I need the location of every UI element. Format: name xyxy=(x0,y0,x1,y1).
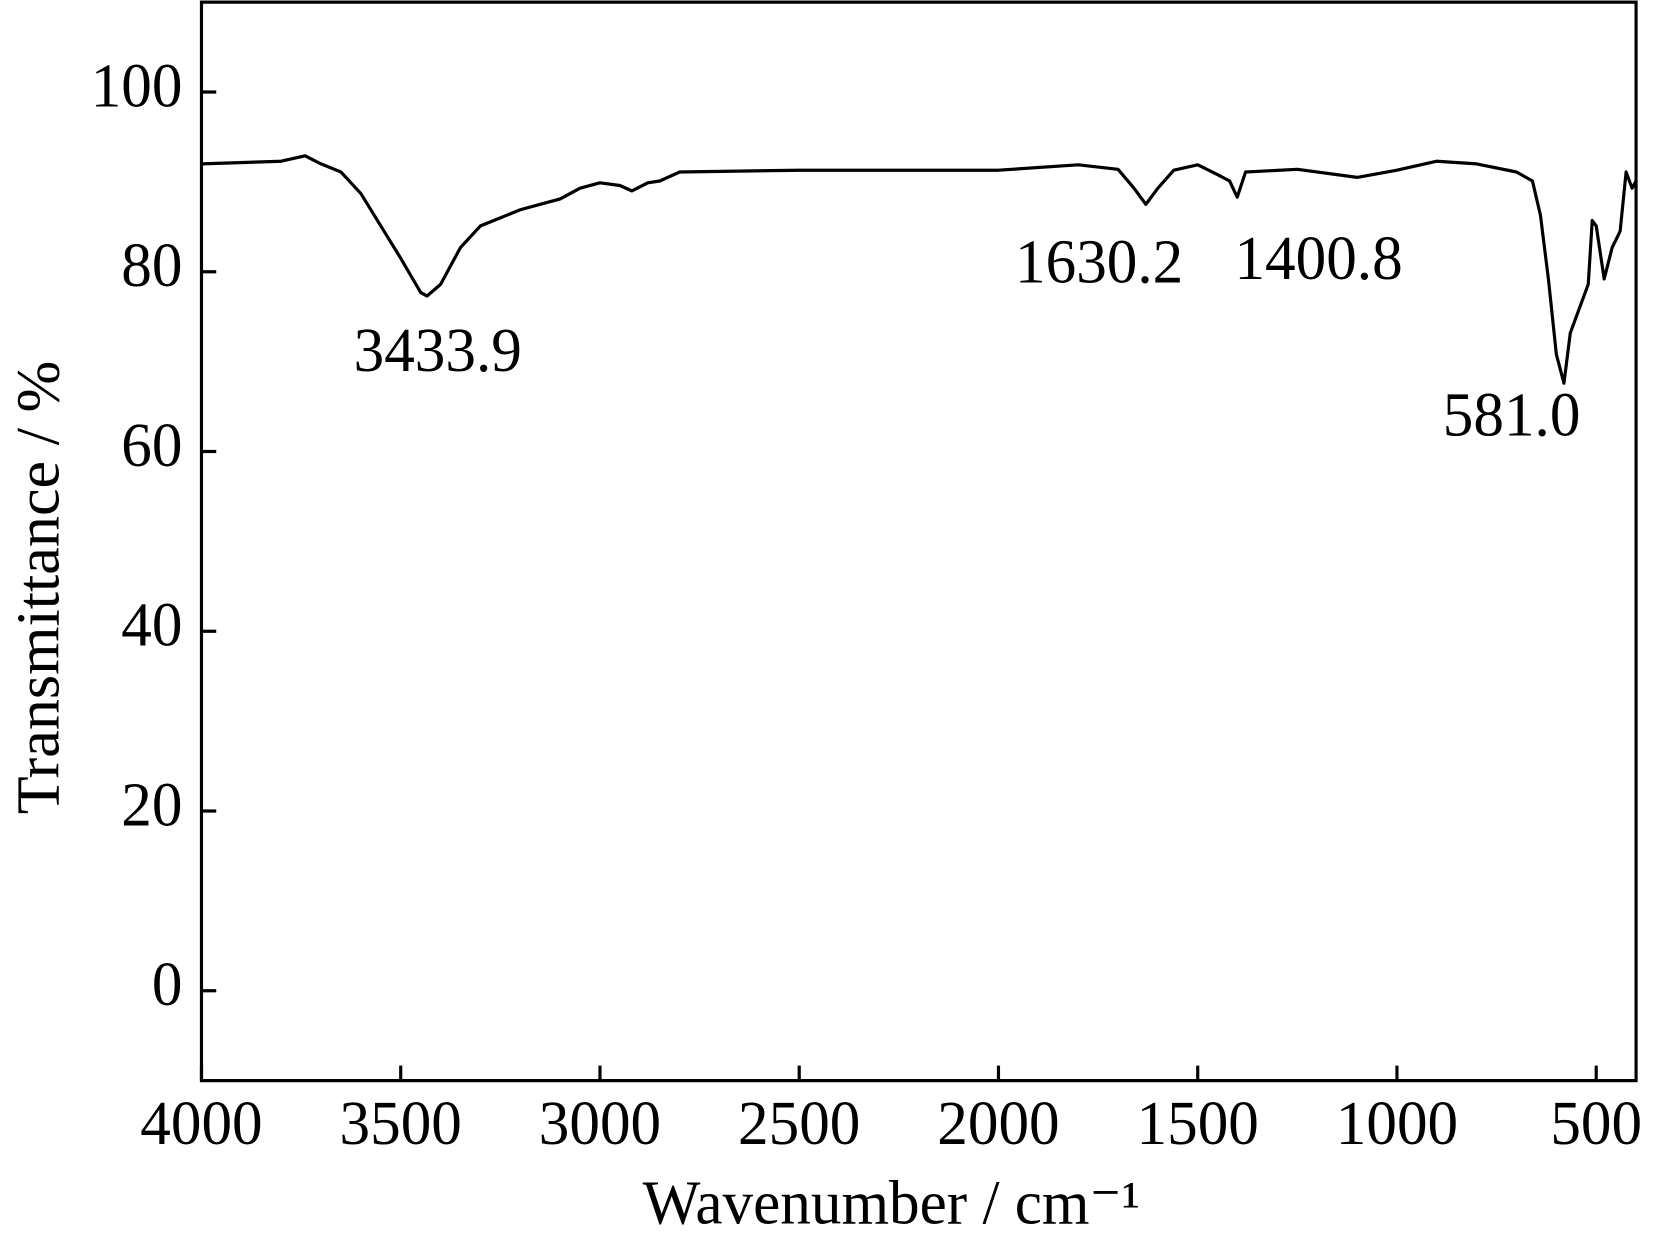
peak-label: 581.0 xyxy=(1443,381,1581,450)
x-tick-label: 500 xyxy=(1550,1090,1642,1159)
plot-frame xyxy=(199,0,1638,1083)
x-tick-label: 3500 xyxy=(340,1090,462,1159)
y-tick-label: 60 xyxy=(121,411,182,480)
y-axis-label: Transmittance / % xyxy=(5,361,72,815)
peak-label: 1630.2 xyxy=(1015,228,1183,297)
y-tick-label: 40 xyxy=(121,591,182,660)
x-tick-label: 3000 xyxy=(539,1090,661,1159)
y-tick-label: 0 xyxy=(152,951,183,1020)
y-tick-label: 80 xyxy=(121,232,182,301)
x-tick-label: 4000 xyxy=(140,1090,262,1159)
peak-label: 1400.8 xyxy=(1234,225,1402,294)
x-tick-label: 1000 xyxy=(1336,1090,1458,1159)
peak-label: 3433.9 xyxy=(354,317,522,386)
y-tick-label: 20 xyxy=(121,771,182,840)
spectrum-line xyxy=(201,154,1638,385)
x-tick-label: 2500 xyxy=(738,1090,860,1159)
x-axis-label: Wavenumber / cm⁻¹ xyxy=(643,1169,1141,1235)
x-tick-label: 2000 xyxy=(937,1090,1059,1159)
y-tick-label: 100 xyxy=(91,52,183,121)
x-tick-label: 1500 xyxy=(1137,1090,1259,1159)
